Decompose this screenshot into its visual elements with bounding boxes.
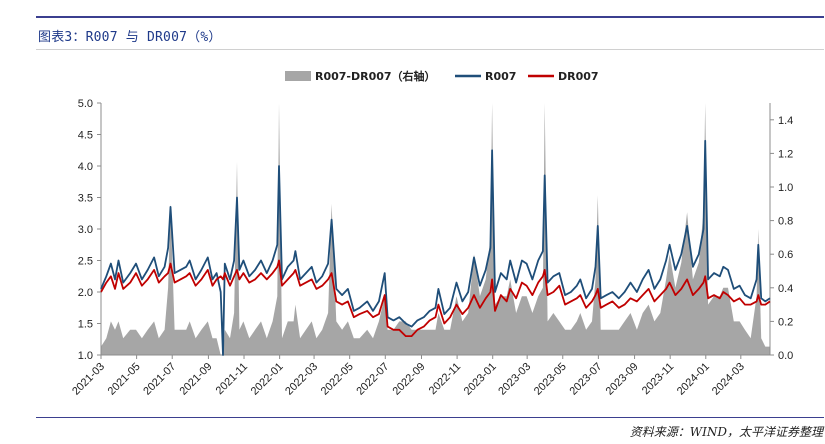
x-tick-label: 2023-11	[640, 361, 676, 397]
x-tick-label: 2023-05	[532, 361, 569, 398]
x-tick-label: 2024-01	[675, 361, 712, 398]
x-tick-label: 2022-07	[354, 361, 391, 398]
x-tick-label: 2022-03	[283, 361, 320, 398]
bottom-rule	[36, 417, 824, 418]
legend-label: R007	[485, 70, 516, 83]
x-tick-label: 2021-03	[70, 361, 107, 398]
y-left-tick-label: 4.0	[78, 161, 93, 173]
y-left-tick-label: 4.5	[78, 130, 93, 142]
x-tick-label: 2023-07	[567, 361, 604, 398]
x-tick-label: 2021-07	[141, 361, 178, 398]
x-tick-label: 2021-11	[214, 361, 250, 397]
top-rule	[36, 16, 824, 18]
y-right-tick-label: 0.8	[778, 216, 793, 228]
source-note: 资料来源：WIND，太平洋证券整理	[629, 425, 823, 439]
y-right-tick-label: 0.2	[778, 316, 793, 328]
x-tick-label: 2022-05	[319, 361, 356, 398]
x-tick-label: 2022-11	[427, 361, 463, 397]
x-tick-label: 2022-09	[391, 361, 428, 398]
x-tick-label: 2024-03	[710, 361, 747, 398]
y-right-tick-label: 0.6	[778, 249, 793, 261]
y-right-tick-label: 0.0	[778, 350, 793, 362]
legend-label: R007-DR007（右轴）	[315, 69, 436, 83]
y-left-tick-label: 2.0	[78, 287, 93, 299]
x-tick-label: 2023-03	[496, 361, 533, 398]
y-right-tick-label: 1.0	[778, 182, 793, 194]
x-tick-label: 2023-01	[462, 361, 499, 398]
series-line-r007	[100, 139, 771, 356]
y-left-tick-label: 3.5	[78, 193, 93, 205]
x-tick-label: 2023-09	[604, 361, 641, 398]
y-right-tick-label: 1.4	[778, 115, 793, 127]
legend-label: DR007	[558, 70, 599, 83]
x-tick-label: 2021-05	[106, 361, 143, 398]
x-tick-label: 2021-09	[178, 361, 215, 398]
title-rule	[36, 49, 824, 50]
x-tick-label: 2022-01	[249, 361, 286, 398]
y-left-tick-label: 1.5	[78, 319, 93, 331]
series-line-dr007	[100, 259, 771, 337]
y-left-tick-label: 1.0	[78, 350, 93, 362]
y-right-tick-label: 1.2	[778, 148, 793, 160]
legend-swatch-spread	[285, 71, 311, 81]
y-left-tick-label: 5.0	[78, 98, 93, 110]
chart-title: 图表3：R007 与 DR007（%）	[38, 30, 222, 45]
y-left-tick-label: 3.0	[78, 224, 93, 236]
series-area-spread	[101, 103, 770, 355]
y-left-tick-label: 2.5	[78, 256, 93, 268]
y-right-tick-label: 0.4	[778, 283, 793, 295]
